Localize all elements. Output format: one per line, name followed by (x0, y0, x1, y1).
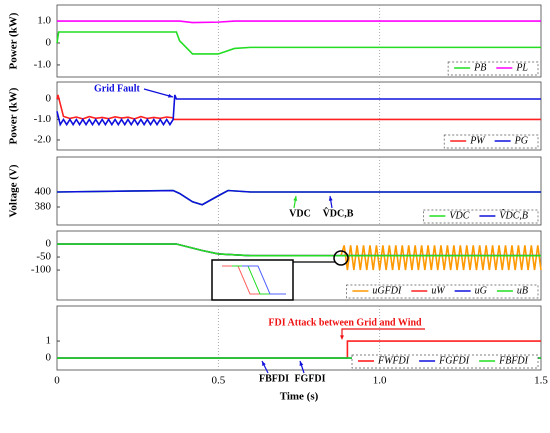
data-line (56, 94, 541, 127)
y-tick-label: 1.0 (37, 15, 51, 27)
arrow-head (340, 335, 344, 340)
y-axis-label: Power (kW) (8, 12, 20, 69)
plot-frame (56, 156, 542, 226)
data-line (57, 20, 541, 24)
legend-label: uGFDI (372, 285, 402, 296)
legend: FWFDI FGFDI FBFDI (351, 354, 539, 369)
y-tick-label: -1.0 (34, 58, 52, 70)
y-tick-label: 0 (46, 93, 52, 105)
y-axis-label: Voltage (V) (8, 164, 20, 217)
legend-item: uW (411, 285, 446, 296)
legend-item: FBFDI (479, 355, 529, 366)
legend-item: VDC (429, 210, 470, 221)
legend-box (351, 354, 539, 369)
legend-box (447, 61, 539, 76)
arrow-line (143, 88, 174, 98)
legend-item: PL (496, 62, 528, 73)
legend-item: uGFDI (352, 285, 402, 296)
arrow-head (168, 93, 173, 98)
y-tick-label: 1 (46, 335, 52, 347)
arrow-head (328, 196, 333, 201)
legend-item: FWFDI (358, 355, 410, 366)
legend-box (346, 284, 539, 299)
legend-item: PG (494, 135, 528, 146)
y-tick-label: 0 (46, 37, 52, 49)
annotation-arrow (293, 195, 298, 209)
legend-item: PW (450, 135, 486, 146)
legend: PB PL (447, 61, 539, 76)
y-tick-label: 0 (46, 238, 52, 250)
x-tick-label: 1.0 (373, 375, 387, 387)
data-line (340, 245, 542, 271)
y-tick-label: -2.0 (34, 133, 52, 145)
annotation: FGFDI (294, 373, 325, 384)
arrow-line (341, 328, 425, 336)
legend-box (443, 134, 539, 149)
zoom-circle (333, 250, 349, 266)
annotation-arrow (328, 195, 333, 209)
arrow-head (299, 361, 304, 366)
legend-item: FGFDI (419, 355, 470, 366)
plot-frame (56, 81, 542, 151)
legend-item: PB (454, 62, 486, 73)
y-tick-label: 0 (46, 352, 52, 364)
y-tick-label: -50 (36, 251, 51, 263)
legend-label: uW (431, 285, 446, 296)
y-tick-label: -1.0 (34, 113, 52, 125)
annotation: VDC (289, 208, 311, 219)
inset (211, 250, 349, 301)
annotation: FBFDI (259, 373, 289, 384)
legend-label: V̂DC,B (499, 209, 528, 222)
legend: uGFDI uW uG uB (346, 284, 539, 299)
x-tick-label: 1.5 (534, 375, 548, 387)
legend: PW PG (443, 134, 539, 149)
legend-label: PL (515, 62, 528, 73)
arrow-head (262, 361, 266, 366)
x-tick-label: 0.5 (211, 375, 225, 387)
legend-label: FBFDI (498, 355, 529, 366)
data-line (56, 31, 541, 55)
zoom-line (232, 265, 276, 295)
data-line (57, 243, 541, 257)
y-axis-label: Power (kW) (8, 87, 20, 144)
legend-label: PG (514, 135, 528, 146)
legend-label: uG (475, 285, 487, 296)
legend: VDC V̂DC,B (423, 209, 539, 224)
legend-item: V̂DC,B (479, 209, 528, 222)
annotation-arrow (143, 88, 174, 98)
annotation: V̂DC,B (323, 207, 354, 220)
plot-frame (56, 305, 542, 371)
legend-label: VDC (449, 210, 469, 221)
legend-item: uG (454, 285, 487, 296)
arrow-head (293, 196, 298, 201)
legend-item: uB (496, 285, 528, 296)
data-line (56, 189, 541, 206)
annotation-arrow (261, 360, 269, 374)
zoom-line (222, 265, 266, 295)
legend-label: FWFDI (377, 355, 410, 366)
legend-label: PW (469, 135, 486, 146)
y-tick-label: -100 (31, 264, 52, 276)
zoom-box (211, 259, 294, 301)
legend-label: uB (517, 285, 528, 296)
annotation-arrow (299, 360, 305, 374)
y-tick-label: 400 (35, 186, 52, 198)
legend-label: PB (473, 62, 486, 73)
x-axis-label: Time (s) (280, 391, 319, 403)
annotation-arrow (340, 328, 425, 340)
y-tick-label: 380 (35, 201, 52, 213)
legend-label: FGFDI (438, 355, 470, 366)
zoom-line (242, 265, 286, 295)
data-line (56, 94, 541, 121)
x-tick-label: 0 (54, 375, 60, 387)
annotation: FDI Attack between Grid and Wind (268, 317, 422, 328)
annotation: Grid Fault (94, 83, 141, 94)
